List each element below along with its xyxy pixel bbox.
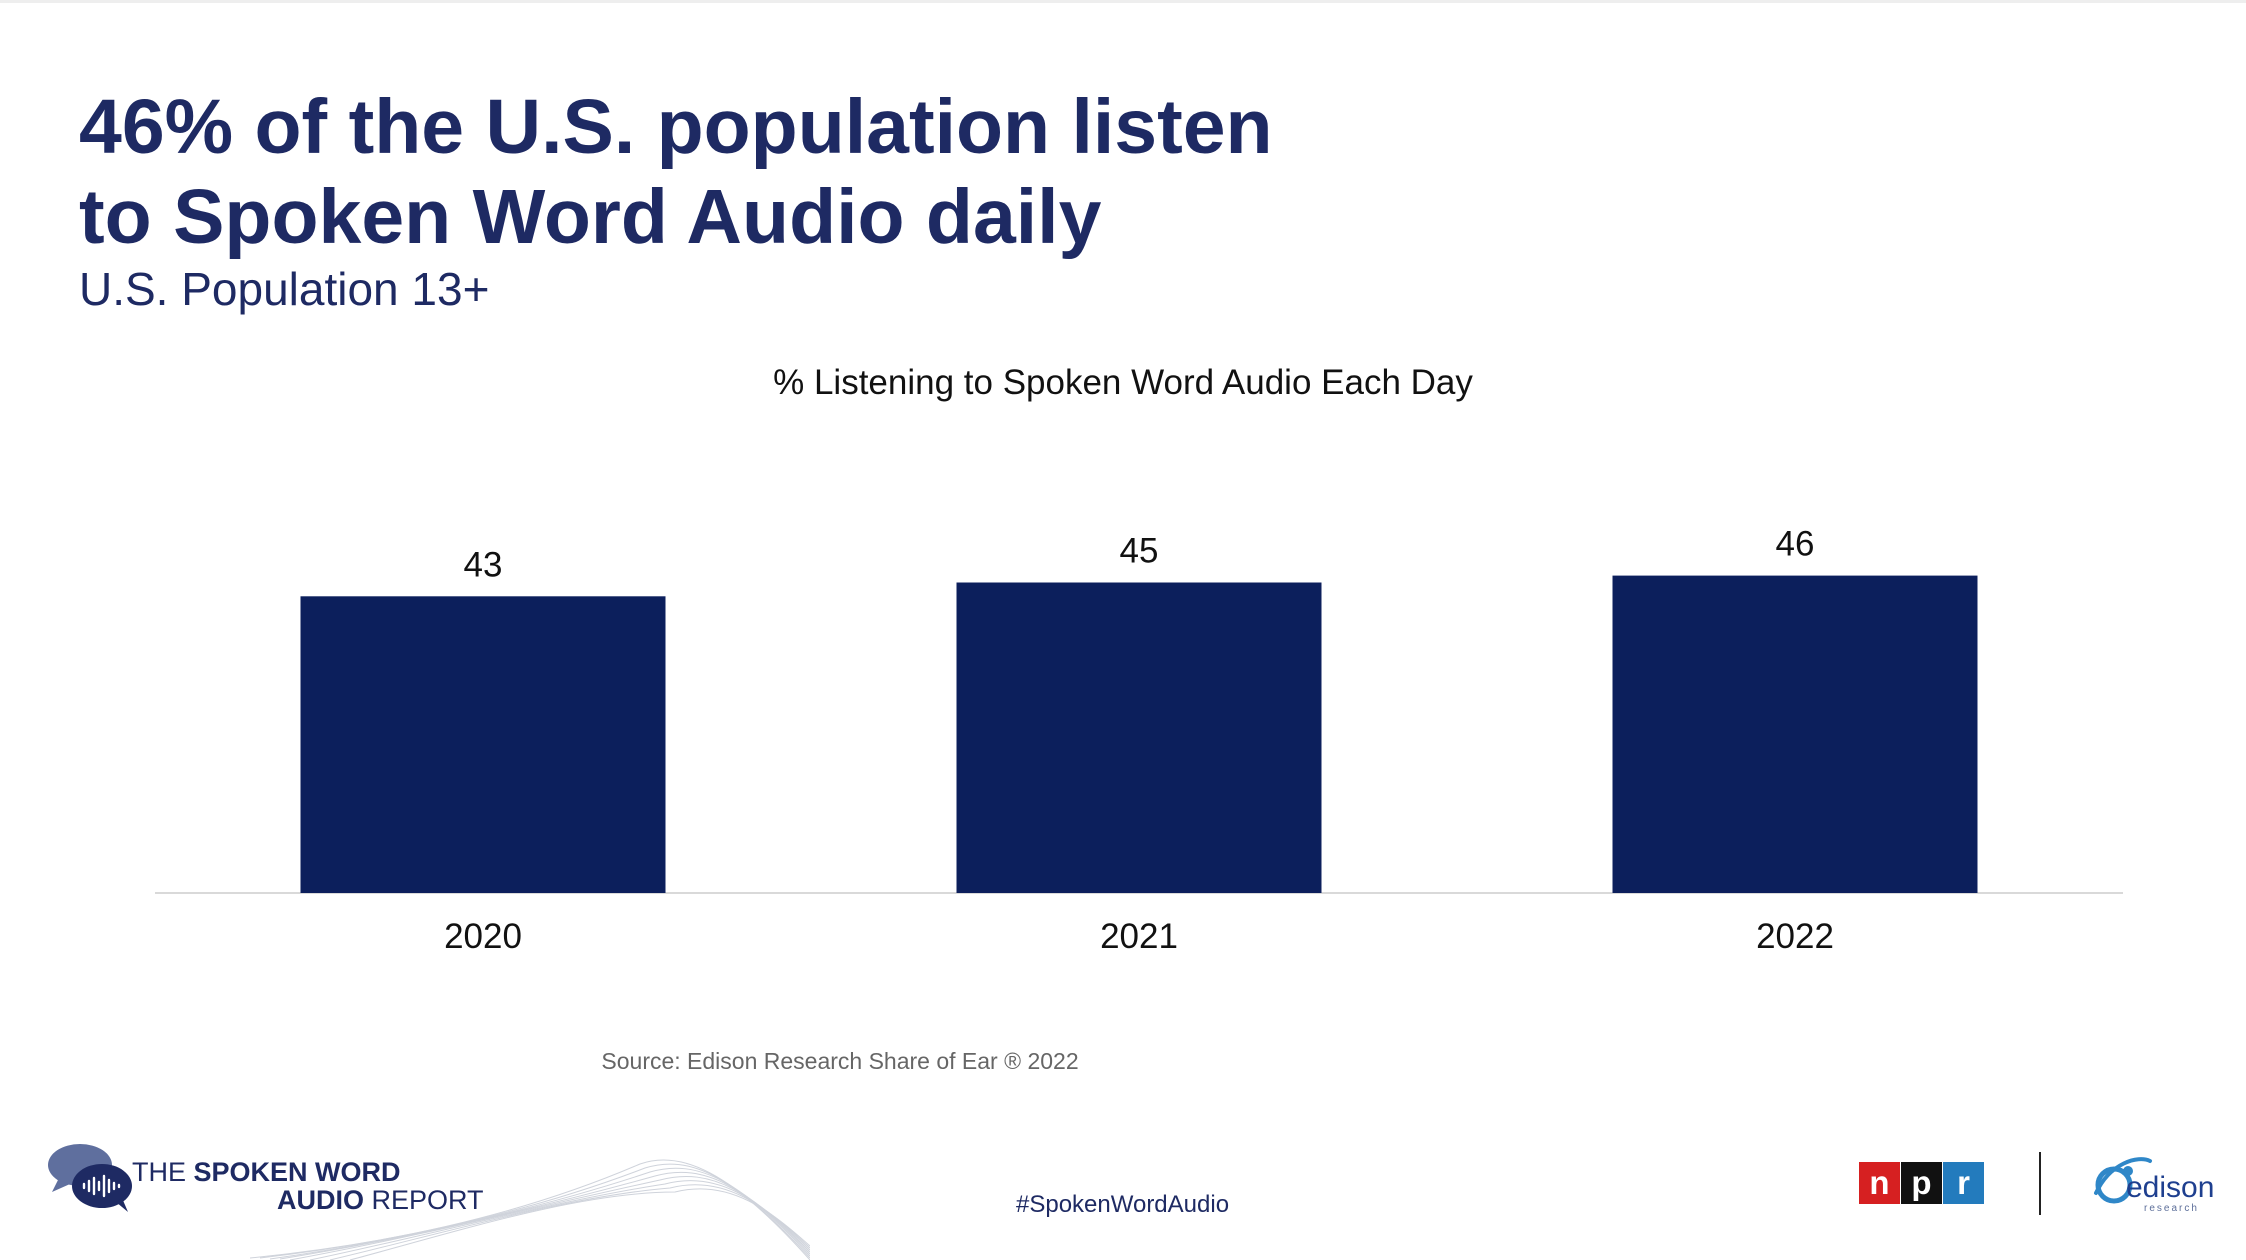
bar-value-label-2020: 43	[464, 545, 503, 584]
report-title-audio: AUDIO	[277, 1185, 364, 1215]
headline-line-1: 46% of the U.S. population listen	[79, 84, 1273, 170]
report-title-spoken-word: SPOKEN WORD	[193, 1157, 401, 1187]
bar-value-label-2021: 45	[1120, 532, 1159, 571]
x-tick-label-2022: 2022	[1756, 917, 1834, 956]
spoken-word-report-logo: THE SPOKEN WORD AUDIO REPORT	[44, 1140, 504, 1224]
slide-subtitle: U.S. Population 13+	[79, 263, 490, 315]
top-rule	[0, 0, 2246, 3]
bar-2021	[956, 582, 1322, 893]
source-note: Source: Edison Research Share of Ear ® 2…	[601, 1048, 1079, 1074]
logo-divider	[2039, 1152, 2041, 1215]
npr-logo: n p r	[1859, 1162, 1985, 1204]
speech-bubbles-soundwave-icon	[48, 1144, 132, 1212]
report-title-the: THE	[132, 1157, 194, 1187]
npr-letter-r: r	[1943, 1162, 1984, 1204]
npr-letter-n: n	[1859, 1162, 1900, 1204]
bar-value-label-2022: 46	[1776, 525, 1815, 564]
edison-wordmark: edison	[2126, 1171, 2215, 1204]
bar-2020	[300, 596, 666, 893]
bar-2022	[1612, 575, 1978, 893]
npr-letter-p: p	[1901, 1162, 1942, 1204]
edison-research-logo: edison research	[2090, 1153, 2220, 1223]
x-tick-label-2021: 2021	[1100, 917, 1178, 956]
bar-chart: 43 2020 45 2021 46 2022	[155, 525, 2123, 956]
headline-line-2: to Spoken Word Audio daily	[79, 174, 1102, 260]
edison-orbit-icon	[2094, 1157, 2152, 1204]
hashtag: #SpokenWordAudio	[1016, 1191, 1230, 1218]
report-title-report: REPORT	[364, 1185, 484, 1215]
edison-subtitle: research	[2144, 1203, 2199, 1214]
report-title: THE SPOKEN WORD AUDIO REPORT	[132, 1158, 484, 1214]
chart-title: % Listening to Spoken Word Audio Each Da…	[773, 363, 1473, 402]
slide-headline: 46% of the U.S. population listen to Spo…	[79, 82, 1679, 262]
x-tick-label-2020: 2020	[444, 917, 522, 956]
decorative-wave-lines	[250, 1159, 810, 1260]
